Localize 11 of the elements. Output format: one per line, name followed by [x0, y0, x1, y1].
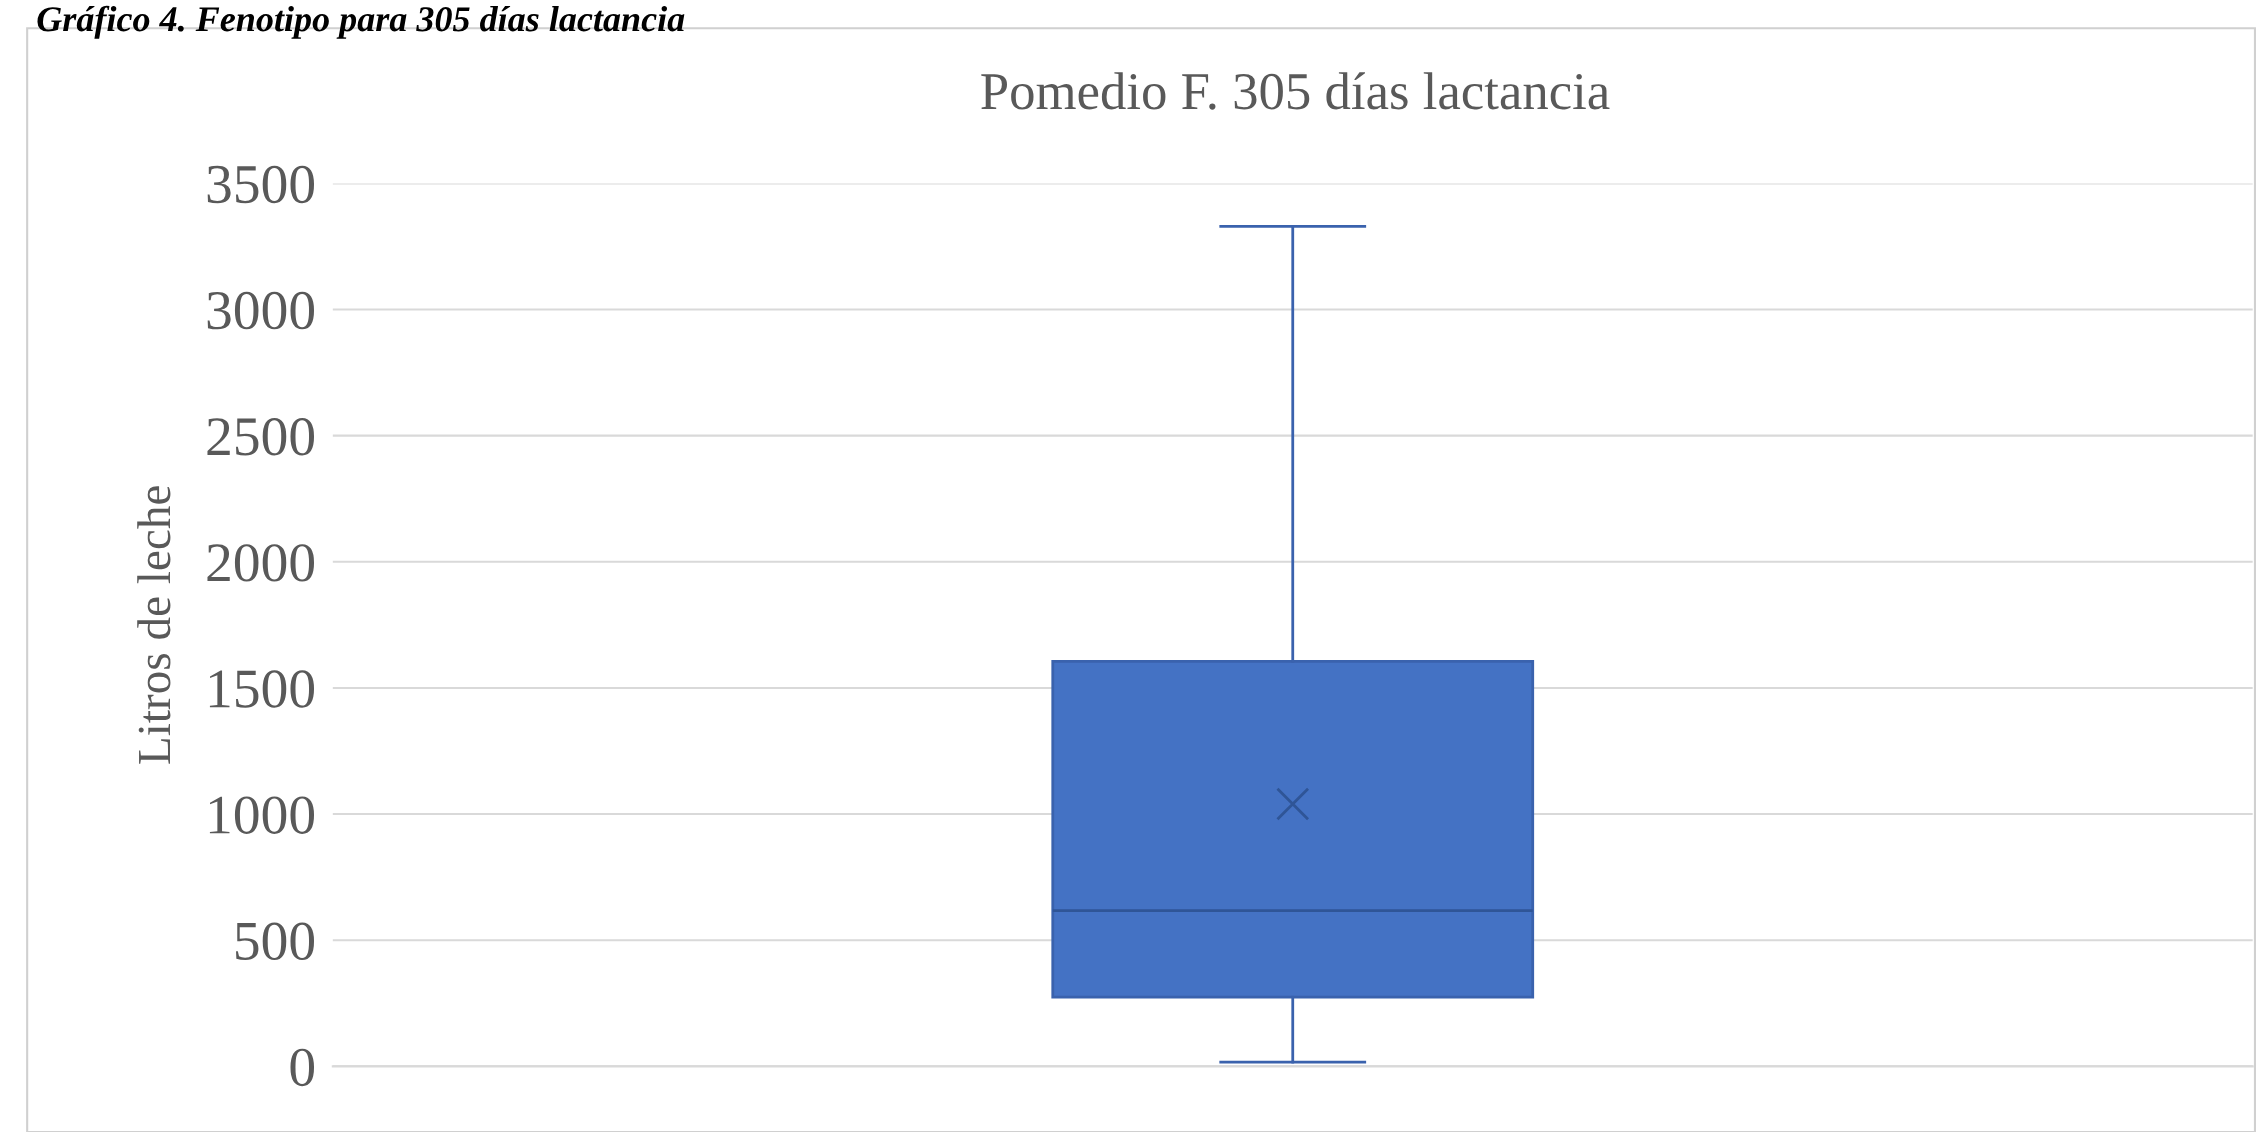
- y-tick-label: 500: [236, 922, 315, 961]
- y-tick-label: 1000: [209, 796, 315, 834]
- y-tick-label: 3500: [207, 165, 315, 204]
- text: Gráfico 4. Fenotipo para 305 días lactancia: [37, 5, 685, 39]
- y-tick-label: 1500: [209, 670, 315, 708]
- y-tick-label: 2500: [207, 417, 315, 456]
- chart-title: Pomedio F. 305 días lactancia: [981, 72, 1610, 110]
- y-tick-label: 2000: [207, 544, 315, 582]
- y-tick-label: 0: [290, 1048, 315, 1087]
- y-axis-title: Litros de leche: [137, 486, 171, 764]
- y-tick-label: 3000: [207, 291, 315, 330]
